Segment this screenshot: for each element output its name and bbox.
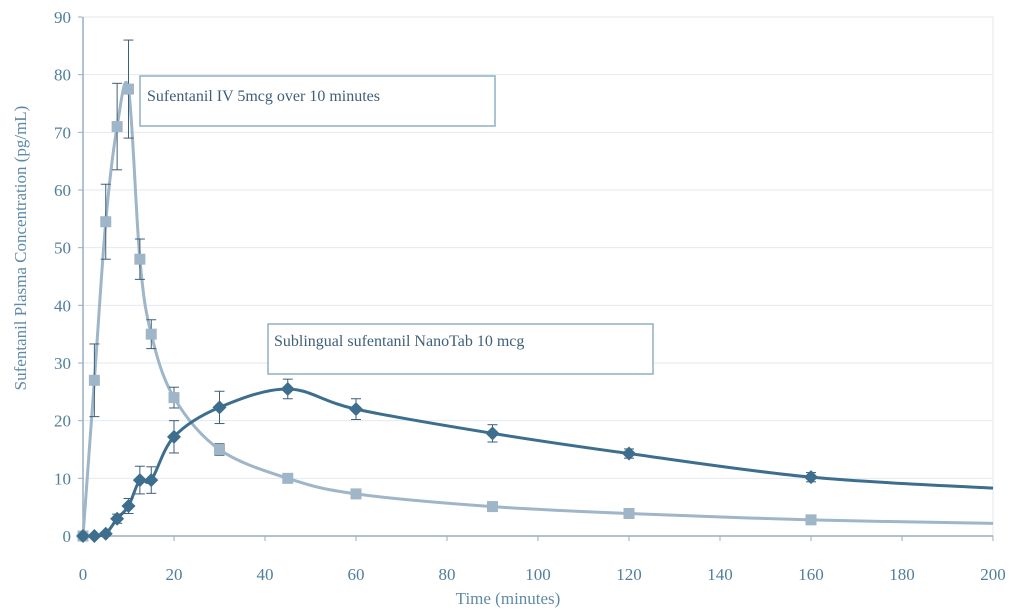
data-series [76, 39, 994, 543]
x-tick-label: 160 [798, 565, 824, 584]
data-point [111, 121, 123, 133]
x-tick-label: 0 [79, 565, 88, 584]
y-tick-label: 20 [54, 412, 71, 431]
x-tick-label: 120 [616, 565, 642, 584]
annotations: Sufentanil IV 5mcg over 10 minutes Subli… [139, 75, 654, 375]
data-point [804, 470, 818, 485]
x-tick-label: 140 [707, 565, 733, 584]
data-point [145, 328, 157, 340]
x-axis-title: Time (minutes) [456, 589, 561, 608]
y-tick-label: 80 [54, 66, 71, 85]
data-point [485, 426, 500, 441]
data-point [487, 501, 498, 513]
data-point [280, 381, 295, 396]
data-point [805, 514, 817, 526]
y-tick-label: 10 [54, 469, 71, 488]
annotation-sublingual-box [267, 323, 654, 375]
x-tick-label: 60 [348, 565, 365, 584]
data-point [98, 526, 113, 541]
x-tick-label: 20 [166, 565, 183, 584]
data-point [349, 402, 363, 417]
data-point [100, 216, 112, 228]
y-tick-label: 30 [54, 354, 71, 373]
data-point [214, 444, 225, 455]
series-sublingual [76, 378, 994, 543]
data-point [622, 446, 636, 461]
series-line [81, 80, 994, 537]
tick-labels: 0 10 20 30 40 50 60 70 80 90 0 20 40 60 80 100 120 140 160… [54, 8, 1006, 584]
x-tick-label: 80 [439, 565, 456, 584]
series-iv [77, 39, 994, 542]
data-point [110, 511, 125, 526]
annotation-iv-box [139, 75, 496, 127]
x-tick-label: 180 [889, 565, 915, 584]
y-axis-title: Sufentanil Plasma Concentration (pg/mL) [11, 106, 30, 391]
data-point [76, 529, 90, 543]
y-tick-label: 50 [54, 239, 71, 258]
data-point [87, 529, 102, 543]
data-point [132, 473, 147, 488]
y-tick-label: 90 [54, 8, 71, 27]
data-point [350, 488, 362, 500]
data-point [212, 400, 227, 415]
data-point [123, 83, 134, 95]
data-point [88, 374, 100, 386]
y-tick-label: 60 [54, 181, 71, 200]
x-tick-label: 200 [980, 565, 1006, 584]
annotation-iv-label: Sufentanil IV 5mcg over 10 minutes [147, 88, 380, 105]
data-point [167, 429, 181, 444]
data-point [144, 473, 159, 488]
axes [78, 16, 994, 541]
y-tick-label: 0 [63, 527, 72, 546]
data-point [134, 253, 146, 265]
x-tick-label: 100 [525, 565, 551, 584]
data-point [282, 472, 294, 484]
data-point [623, 508, 635, 520]
x-tick-label: 40 [257, 565, 274, 584]
data-point [168, 392, 180, 404]
y-tick-label: 70 [54, 123, 71, 142]
data-point [121, 499, 136, 514]
annotation-sublingual-label: Sublingual sufentanil NanoTab 10 mcg [274, 333, 524, 350]
y-tick-label: 40 [54, 296, 71, 315]
